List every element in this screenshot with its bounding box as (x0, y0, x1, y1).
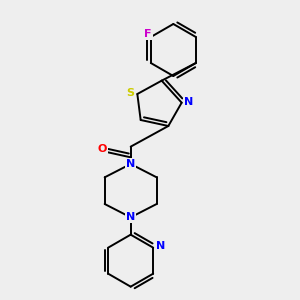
Text: N: N (126, 212, 135, 222)
Text: N: N (184, 97, 194, 107)
Text: N: N (126, 159, 135, 169)
Text: F: F (144, 29, 152, 39)
Text: N: N (156, 241, 165, 251)
Text: O: O (98, 144, 107, 154)
Text: S: S (126, 88, 134, 98)
